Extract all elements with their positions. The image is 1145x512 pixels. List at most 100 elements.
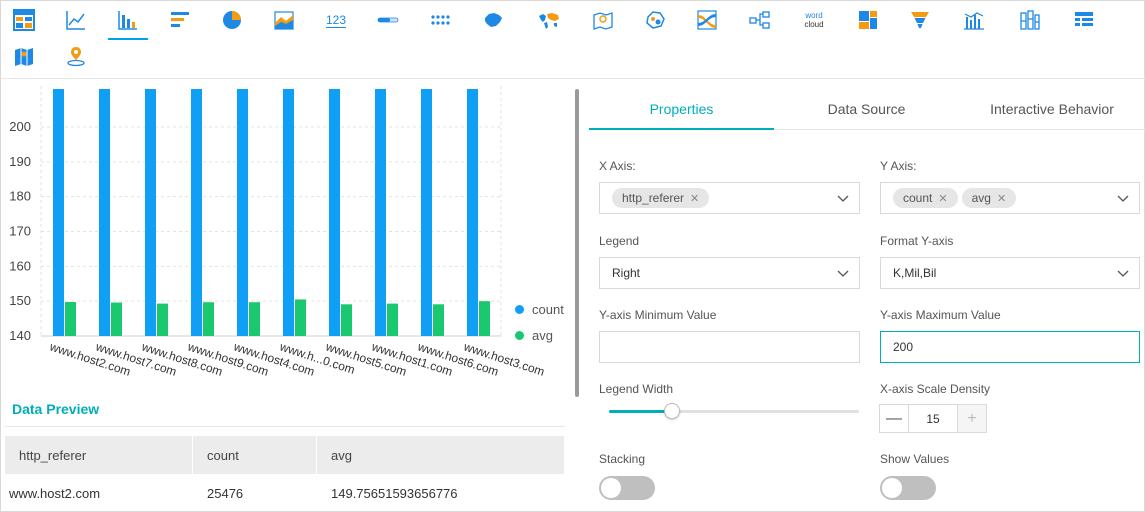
tree-diagram-icon[interactable] <box>746 6 774 34</box>
y-axis-min-input[interactable] <box>599 331 860 363</box>
tag-label: avg <box>971 191 991 205</box>
bar-avg-7 <box>341 304 352 336</box>
stacking-toggle[interactable] <box>599 476 655 500</box>
show-values-label: Show Values <box>880 452 950 466</box>
stacked-bar-icon[interactable] <box>1016 6 1044 34</box>
tab-interactive-behavior[interactable]: Interactive Behavior <box>990 101 1114 117</box>
bar-count-4 <box>191 89 202 336</box>
format-y-axis-value: K,Mil,Bil <box>893 266 937 280</box>
format-y-axis-select[interactable]: K,Mil,Bil <box>880 257 1140 289</box>
tag-remove-icon[interactable]: ✕ <box>938 192 948 205</box>
bar-avg-4 <box>203 302 214 336</box>
stacking-label: Stacking <box>599 452 646 466</box>
tag-remove-icon[interactable]: ✕ <box>996 192 1007 205</box>
column-header-count: count <box>193 436 317 474</box>
bar-count-9 <box>421 89 432 336</box>
column-chart-icon[interactable] <box>114 6 142 34</box>
chart-scrollbar[interactable] <box>575 89 579 397</box>
active-chart-type-indicator <box>108 38 148 40</box>
kpi-number-text: 123 <box>325 12 347 28</box>
bar-count-2 <box>99 89 110 336</box>
bar-avg-3 <box>157 303 168 336</box>
word-cloud-text-top: word <box>805 11 823 20</box>
tab-properties[interactable]: Properties <box>589 89 774 130</box>
tab-data-source[interactable]: Data Source <box>827 101 906 117</box>
toggle-knob <box>601 478 621 498</box>
bubble-map-icon[interactable] <box>641 6 669 34</box>
data-preview-divider <box>5 426 565 427</box>
legend-select[interactable]: Right <box>599 257 860 289</box>
location-map-icon[interactable] <box>589 6 617 34</box>
flow-dots-icon[interactable] <box>426 6 454 34</box>
chart-canvas: 140150160170180190200www.host2.comwww.ho… <box>9 86 546 379</box>
funnel-chart-icon[interactable] <box>906 6 934 34</box>
y-axis-tag-avg: avg ✕ <box>961 188 1017 208</box>
data-preview-title: Data Preview <box>12 401 100 417</box>
treemap-icon[interactable] <box>854 6 882 34</box>
china-map-icon[interactable] <box>479 6 507 34</box>
panel-tabs: Properties Data Source Interactive Behav… <box>589 89 1145 130</box>
y-tick-label: 190 <box>9 154 31 169</box>
area-chart-icon[interactable] <box>270 6 298 34</box>
table-row: www.host2.com 25476 149.75651593656776 <box>5 474 565 512</box>
bar-count-10 <box>467 89 478 336</box>
y-tick-label: 170 <box>9 224 31 239</box>
y-axis-select[interactable]: count ✕ avg ✕ <box>880 182 1140 214</box>
y-axis-max-label: Y-axis Maximum Value <box>880 308 1001 322</box>
combo-chart-icon[interactable] <box>960 6 988 34</box>
region-map-icon[interactable] <box>10 42 38 70</box>
y-axis-label: Y Axis: <box>880 159 917 173</box>
bar-count-1 <box>53 89 64 336</box>
word-cloud-text-bottom: cloud <box>804 20 824 29</box>
legend-width-slider-handle[interactable] <box>663 403 680 419</box>
legend-label: Legend <box>599 234 640 248</box>
format-y-axis-label: Format Y-axis <box>880 234 954 248</box>
x-axis-select[interactable]: http_referer ✕ <box>599 182 860 214</box>
sankey-chart-icon[interactable] <box>693 6 721 34</box>
chevron-down-icon <box>1117 195 1129 202</box>
world-map-icon[interactable] <box>535 6 563 34</box>
bar-count-8 <box>375 89 386 336</box>
tag-label: count <box>903 191 933 205</box>
line-chart-icon[interactable] <box>62 6 90 34</box>
legend-select-value: Right <box>612 266 641 280</box>
pin-map-icon[interactable] <box>62 42 90 70</box>
legend-item-avg[interactable]: avg <box>515 322 564 348</box>
word-cloud-icon[interactable]: word cloud <box>800 6 828 34</box>
legend-width-slider-track[interactable] <box>609 410 859 413</box>
bar-avg-10 <box>479 301 490 336</box>
scale-density-stepper: — 15 + <box>879 404 987 433</box>
bar-avg-5 <box>249 302 260 336</box>
bar-count-7 <box>329 89 340 336</box>
legend-item-count[interactable]: count <box>515 296 564 322</box>
progress-bar-icon[interactable] <box>374 6 402 34</box>
bar-avg-1 <box>65 302 76 336</box>
legend-label-count: count <box>532 301 564 317</box>
show-values-toggle[interactable] <box>880 476 936 500</box>
table-chart-icon[interactable] <box>10 6 38 34</box>
table-cell: www.host2.com <box>9 485 101 501</box>
y-tick-label: 140 <box>9 328 31 343</box>
bar-chart-icon[interactable] <box>166 6 194 34</box>
y-tick-label: 160 <box>9 258 31 273</box>
pie-chart-icon[interactable] <box>218 6 246 34</box>
scale-density-value[interactable]: 15 <box>908 405 958 432</box>
chart-legend: count avg <box>515 296 564 348</box>
bar-count-6 <box>283 89 294 336</box>
decrement-button[interactable]: — <box>886 409 902 427</box>
kpi-number-icon[interactable]: 123 <box>322 6 350 34</box>
cross-table-icon[interactable] <box>1070 6 1098 34</box>
bar-avg-6 <box>295 299 306 336</box>
y-axis-tag-count: count ✕ <box>893 188 958 208</box>
legend-width-label: Legend Width <box>599 382 674 396</box>
tag-remove-icon[interactable]: ✕ <box>690 192 700 205</box>
legend-dot-avg <box>515 330 524 340</box>
y-axis-max-input[interactable]: 200 <box>880 331 1140 363</box>
y-axis-min-label: Y-axis Minimum Value <box>599 308 717 322</box>
chevron-down-icon <box>837 195 849 202</box>
increment-button[interactable]: + <box>958 405 986 432</box>
y-tick-label: 200 <box>9 119 31 134</box>
bar-avg-9 <box>433 304 444 336</box>
table-cell: 25476 <box>207 485 244 501</box>
